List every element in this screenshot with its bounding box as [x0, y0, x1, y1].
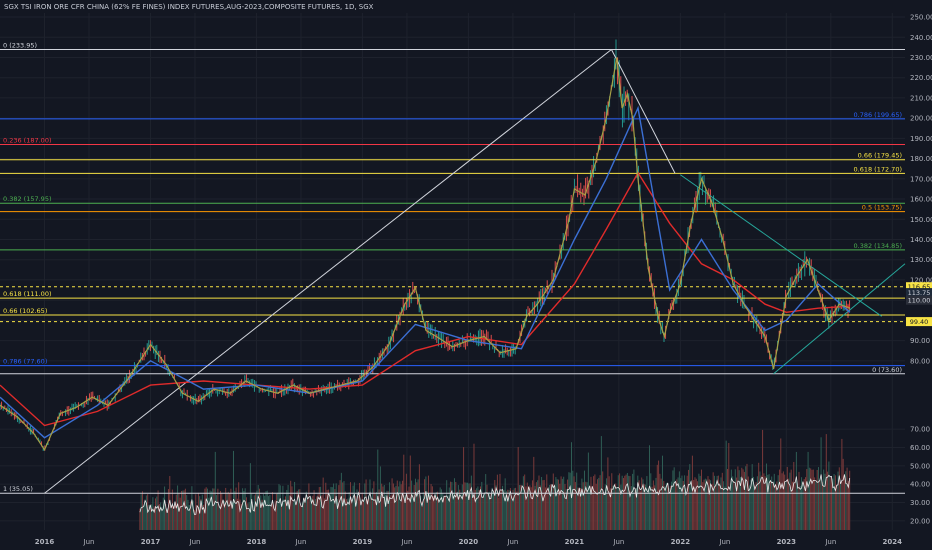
time-tick-label: Jun	[83, 538, 95, 546]
fib-level-label: 0.786 (199.65)	[854, 111, 903, 119]
price-tick-label: 140.00	[910, 236, 932, 244]
time-tick-label: 2018	[247, 538, 267, 546]
time-tick-label: Jun	[718, 538, 730, 546]
price-tick-label: 240.00	[910, 34, 932, 42]
time-tick-label: 2024	[883, 538, 903, 546]
fib-level-label: 0.236 (187.00)	[3, 136, 52, 144]
volume-tick-label: 20.00	[910, 517, 930, 525]
volume-tick-label: 50.00	[910, 462, 930, 470]
moving-average-line	[0, 171, 850, 427]
series-lines	[0, 57, 851, 452]
price-tag-box	[906, 288, 932, 298]
time-tick-label: 2021	[565, 538, 585, 546]
trendline	[611, 49, 676, 174]
price-tag-label: 116.65	[908, 283, 931, 291]
fib-levels: 0 (233.95) 0.236 (187.00) 0.382 (157.95) 0.…	[0, 42, 905, 494]
fib-level-label: 0.66 (102.65)	[3, 307, 47, 315]
fib-level-label: 0 (73.60)	[872, 366, 902, 374]
fib-level-label: 0.382 (134.85)	[854, 242, 903, 250]
price-tick-label: 150.00	[910, 216, 932, 224]
price-tag-box	[906, 282, 932, 292]
trendline	[44, 49, 612, 494]
grid	[0, 13, 905, 530]
fib-level-label: 0.66 (179.45)	[858, 152, 902, 160]
price-tick-label: 230.00	[910, 54, 932, 62]
price-tick-label: 130.00	[910, 256, 932, 264]
price-tag-box	[906, 317, 932, 327]
fib-level-label: 0.786 (77.60)	[3, 358, 47, 366]
time-tick-label: 2022	[671, 538, 691, 546]
volume-tick-label: 30.00	[910, 499, 930, 507]
chart-title: SGX TSI IRON ORE CFR CHINA (62% FE FINES…	[4, 3, 374, 11]
price-tick-label: 250.00	[910, 14, 932, 22]
price-tick-label: 200.00	[910, 115, 932, 123]
volume-level-label: 1 (35.05)	[3, 485, 33, 493]
price-tag-label: 99.40	[910, 318, 929, 326]
time-tick-label: Jun	[400, 538, 412, 546]
time-tick-label: Jun	[189, 538, 201, 546]
trendline	[680, 174, 882, 317]
time-tick-label: Jun	[294, 538, 306, 546]
volume-tick-label: 70.00	[910, 426, 930, 434]
time-tick-label: 2020	[459, 538, 479, 546]
time-tick-label: 2019	[353, 538, 373, 546]
price-tag-label: 110.00	[908, 297, 931, 305]
time-tick-label: 2016	[35, 538, 55, 546]
price-line	[0, 57, 851, 452]
price-tick-label: 170.00	[910, 175, 932, 183]
trendlines	[44, 49, 906, 494]
price-tick-label: 180.00	[910, 155, 932, 163]
moving-average-line	[0, 105, 851, 439]
price-tick-label: 120.00	[910, 276, 932, 284]
time-tick-label: Jun	[506, 538, 518, 546]
fib-level-label: 0.382 (157.95)	[3, 195, 52, 203]
fib-level-label: 0 (233.95)	[3, 42, 37, 50]
price-tick-label: 210.00	[910, 94, 932, 102]
price-tick-label: 160.00	[910, 196, 932, 204]
time-tick-label: 2017	[141, 538, 161, 546]
volume-bars	[139, 429, 851, 530]
fib-level-label: 0.5 (153.75)	[862, 204, 902, 212]
time-tick-label: 2023	[777, 538, 797, 546]
trendline	[773, 263, 906, 375]
price-tag-box	[906, 295, 932, 305]
volume-tick-label: 60.00	[910, 444, 930, 452]
price-tick-label: 90.00	[910, 337, 930, 345]
fib-level-label: 0.618 (111.00)	[3, 290, 52, 298]
time-tick-label: Jun	[612, 538, 624, 546]
price-tick-label: 220.00	[910, 74, 932, 82]
price-tag-label: 113.75	[908, 289, 931, 297]
volume-line	[139, 474, 851, 515]
price-tick-label: 80.00	[910, 357, 930, 365]
fib-level-label: 0.618 (172.70)	[854, 165, 903, 173]
time-tick-label: Jun	[824, 538, 836, 546]
price-tick-label: 190.00	[910, 135, 932, 143]
volume-tick-label: 40.00	[910, 481, 930, 489]
